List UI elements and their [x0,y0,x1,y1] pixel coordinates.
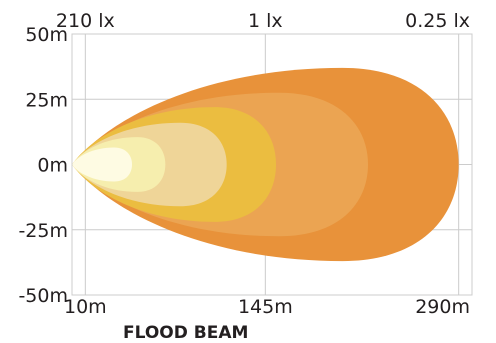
x-tick-label-1: 145m [238,296,293,318]
y-tick-label-1: 25m [25,89,68,111]
beam-contours [72,67,459,262]
y-tick-label-0: 50m [25,24,68,46]
beam-contour-5 [72,147,132,182]
y-tick-label-4: -50m [18,285,68,307]
x-tick-label-2: 290m [415,296,470,318]
x-axis-ticks: 10m 145m 290m [64,296,470,318]
lux-label-0: 210 lx [56,10,115,32]
y-tick-label-3: -25m [18,220,68,242]
chart-title: FLOOD BEAM [123,323,248,343]
y-axis-ticks: 50m 25m 0m -25m -50m [18,24,68,307]
lux-label-2: 0.25 lx [405,10,470,32]
plot-frame [71,33,473,296]
lux-ticks: 210 lx 1 lx 0.25 lx [56,10,470,32]
y-tick-label-2: 0m [37,155,68,177]
lux-label-1: 1 lx [248,10,283,32]
x-tick-label-0: 10m [64,296,107,318]
